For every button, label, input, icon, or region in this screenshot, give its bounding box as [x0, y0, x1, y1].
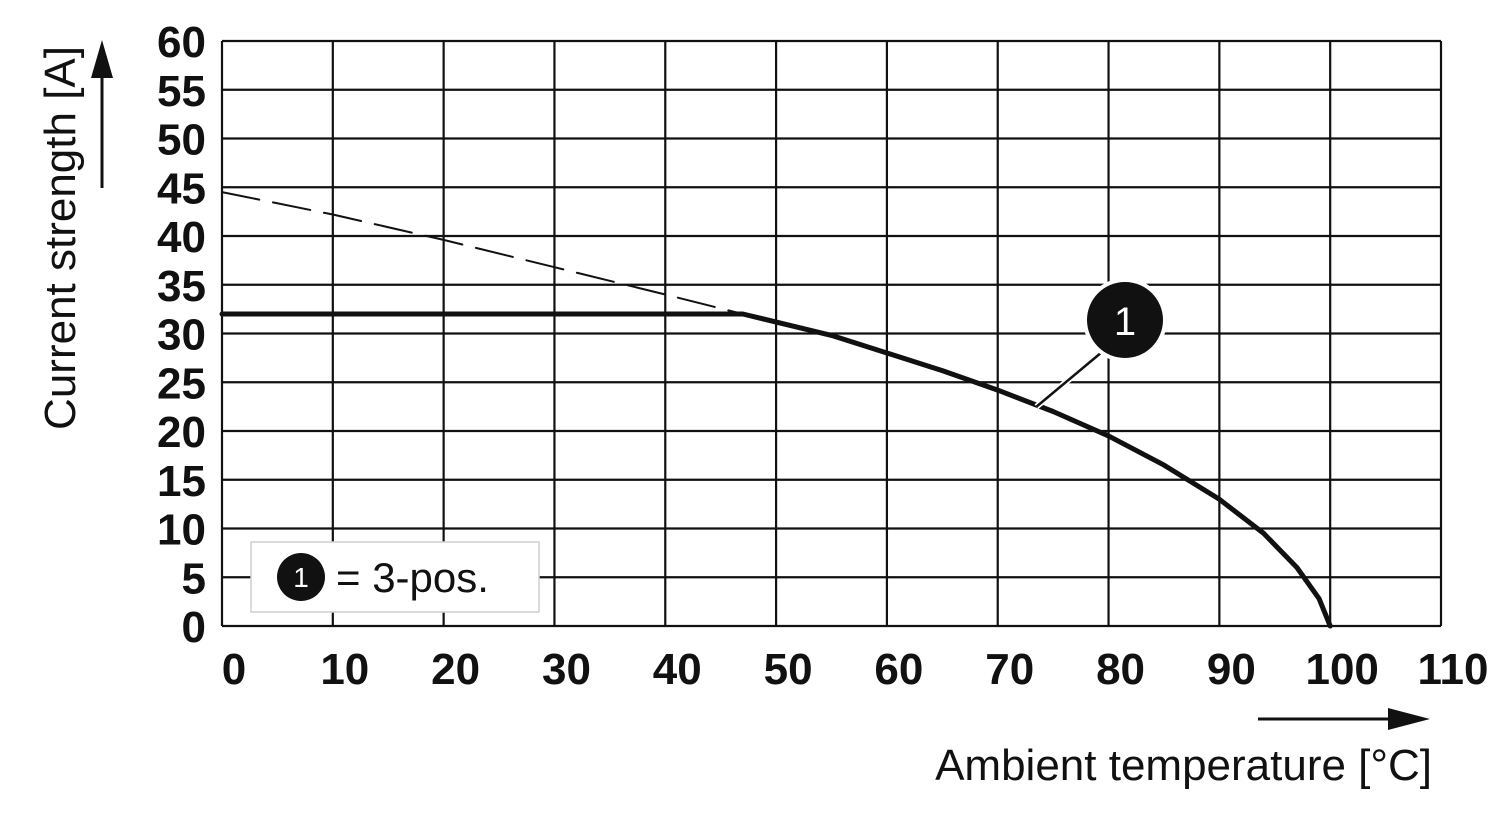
- y-tick-label-1: 5: [182, 554, 206, 603]
- x-tick-label-5: 50: [764, 645, 813, 694]
- x-tick-label-2: 20: [431, 645, 480, 694]
- callout-badge-label: 1: [1114, 300, 1136, 344]
- y-tick-label-3: 15: [157, 457, 206, 506]
- x-tick-label-4: 40: [653, 645, 702, 694]
- callout-badge: [1087, 282, 1163, 358]
- x-axis-arrow-head: [1388, 708, 1430, 730]
- series-dashed-line-1: [221, 191, 744, 315]
- x-tick-label-6: 60: [874, 645, 923, 694]
- x-tick-label-8: 80: [1096, 645, 1145, 694]
- y-tick-label-9: 45: [157, 164, 206, 213]
- y-tick-label-12: 60: [157, 18, 206, 67]
- x-tick-label-9: 90: [1207, 645, 1256, 694]
- legend-badge: [277, 553, 325, 601]
- y-axis-arrow-head: [91, 40, 113, 78]
- y-tick-label-4: 20: [157, 408, 206, 457]
- y-tick-label-8: 40: [157, 213, 206, 262]
- y-tick-label-0: 0: [182, 603, 206, 652]
- y-tick-label-7: 35: [157, 262, 206, 311]
- series-group: [219, 191, 1333, 629]
- legend: 1 = 3-pos.: [250, 541, 540, 613]
- x-tick-label-7: 70: [985, 645, 1034, 694]
- x-tick-label-10: 100: [1305, 645, 1378, 694]
- y-tick-label-2: 10: [157, 506, 206, 555]
- x-tick-labels: 0 10 20 30 40 50 60 70 80 90 100 110: [222, 645, 1489, 694]
- series-line-0: [219, 311, 1333, 629]
- y-tick-label-11: 55: [157, 67, 206, 116]
- x-tick-label-3: 30: [542, 645, 591, 694]
- y-tick-label-6: 30: [157, 311, 206, 360]
- legend-label: = 3-pos.: [336, 554, 489, 601]
- y-axis-label: Current strength [A]: [36, 46, 85, 430]
- x-axis-label: Ambient temperature [°C]: [935, 741, 1432, 790]
- x-tick-label-0: 0: [222, 645, 246, 694]
- series-callout: 1: [1034, 278, 1167, 409]
- callout-leader-line-inner: [1035, 351, 1103, 408]
- legend-badge-label: 1: [293, 562, 309, 593]
- y-tick-label-10: 50: [157, 116, 206, 165]
- grid: [220, 39, 1443, 628]
- x-tick-label-1: 10: [320, 645, 369, 694]
- y-tick-label-5: 25: [157, 359, 206, 408]
- x-tick-label-11: 110: [1418, 645, 1489, 694]
